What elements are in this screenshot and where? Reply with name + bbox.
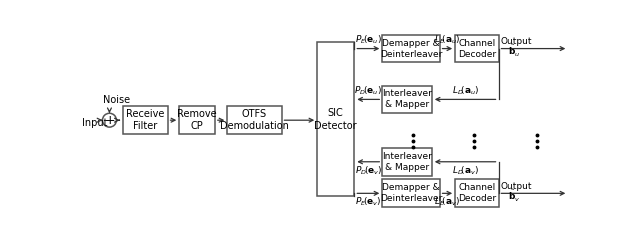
Text: Channel
Decoder: Channel Decoder <box>458 183 496 203</box>
Text: Input: Input <box>83 118 108 128</box>
Text: $P_E\!\left(\mathbf{e}_v\right)$: $P_E\!\left(\mathbf{e}_v\right)$ <box>355 196 381 208</box>
Text: Noise: Noise <box>103 95 131 105</box>
Text: $P_D\!\left(\mathbf{e}_u\right)$: $P_D\!\left(\mathbf{e}_u\right)$ <box>355 84 382 97</box>
FancyBboxPatch shape <box>455 35 499 62</box>
Text: $\hat{\mathbf{b}}_u$: $\hat{\mathbf{b}}_u$ <box>508 43 520 59</box>
Text: $L_E\!\left(\mathbf{a}_u\right)$: $L_E\!\left(\mathbf{a}_u\right)$ <box>434 34 461 46</box>
FancyBboxPatch shape <box>382 35 440 62</box>
FancyBboxPatch shape <box>317 42 355 196</box>
Text: $L_D\!\left(\mathbf{a}_v\right)$: $L_D\!\left(\mathbf{a}_v\right)$ <box>452 164 479 177</box>
FancyBboxPatch shape <box>382 148 432 176</box>
Text: Interleaver
& Mapper: Interleaver & Mapper <box>382 89 432 109</box>
Text: OTFS
Demodulation: OTFS Demodulation <box>220 109 289 131</box>
Text: Demapper &
Deinterleaver: Demapper & Deinterleaver <box>380 183 442 203</box>
Text: Remove
CP: Remove CP <box>177 109 217 131</box>
FancyBboxPatch shape <box>179 106 215 134</box>
Text: $\hat{\mathbf{b}}_v$: $\hat{\mathbf{b}}_v$ <box>508 188 520 204</box>
FancyBboxPatch shape <box>227 106 282 134</box>
FancyBboxPatch shape <box>123 106 168 134</box>
FancyBboxPatch shape <box>382 179 440 207</box>
Text: $+$: $+$ <box>104 114 115 127</box>
Text: $P_E\!\left(\mathbf{e}_u\right)$: $P_E\!\left(\mathbf{e}_u\right)$ <box>355 34 381 46</box>
Text: $L_E\!\left(\mathbf{a}_v\right)$: $L_E\!\left(\mathbf{a}_v\right)$ <box>435 196 460 208</box>
Text: $L_D\!\left(\mathbf{a}_u\right)$: $L_D\!\left(\mathbf{a}_u\right)$ <box>452 84 479 97</box>
FancyBboxPatch shape <box>382 85 432 113</box>
Text: Demapper &
Deinterleaver: Demapper & Deinterleaver <box>380 39 442 59</box>
Text: $P_D\!\left(\mathbf{e}_v\right)$: $P_D\!\left(\mathbf{e}_v\right)$ <box>355 164 382 177</box>
Text: Output: Output <box>500 37 532 46</box>
Text: Receive
Filter: Receive Filter <box>126 109 164 131</box>
Text: Output: Output <box>500 182 532 191</box>
Text: Channel
Decoder: Channel Decoder <box>458 39 496 59</box>
FancyBboxPatch shape <box>455 179 499 207</box>
Text: Interleaver
& Mapper: Interleaver & Mapper <box>382 152 432 172</box>
Text: SIC
Detector: SIC Detector <box>314 108 357 131</box>
